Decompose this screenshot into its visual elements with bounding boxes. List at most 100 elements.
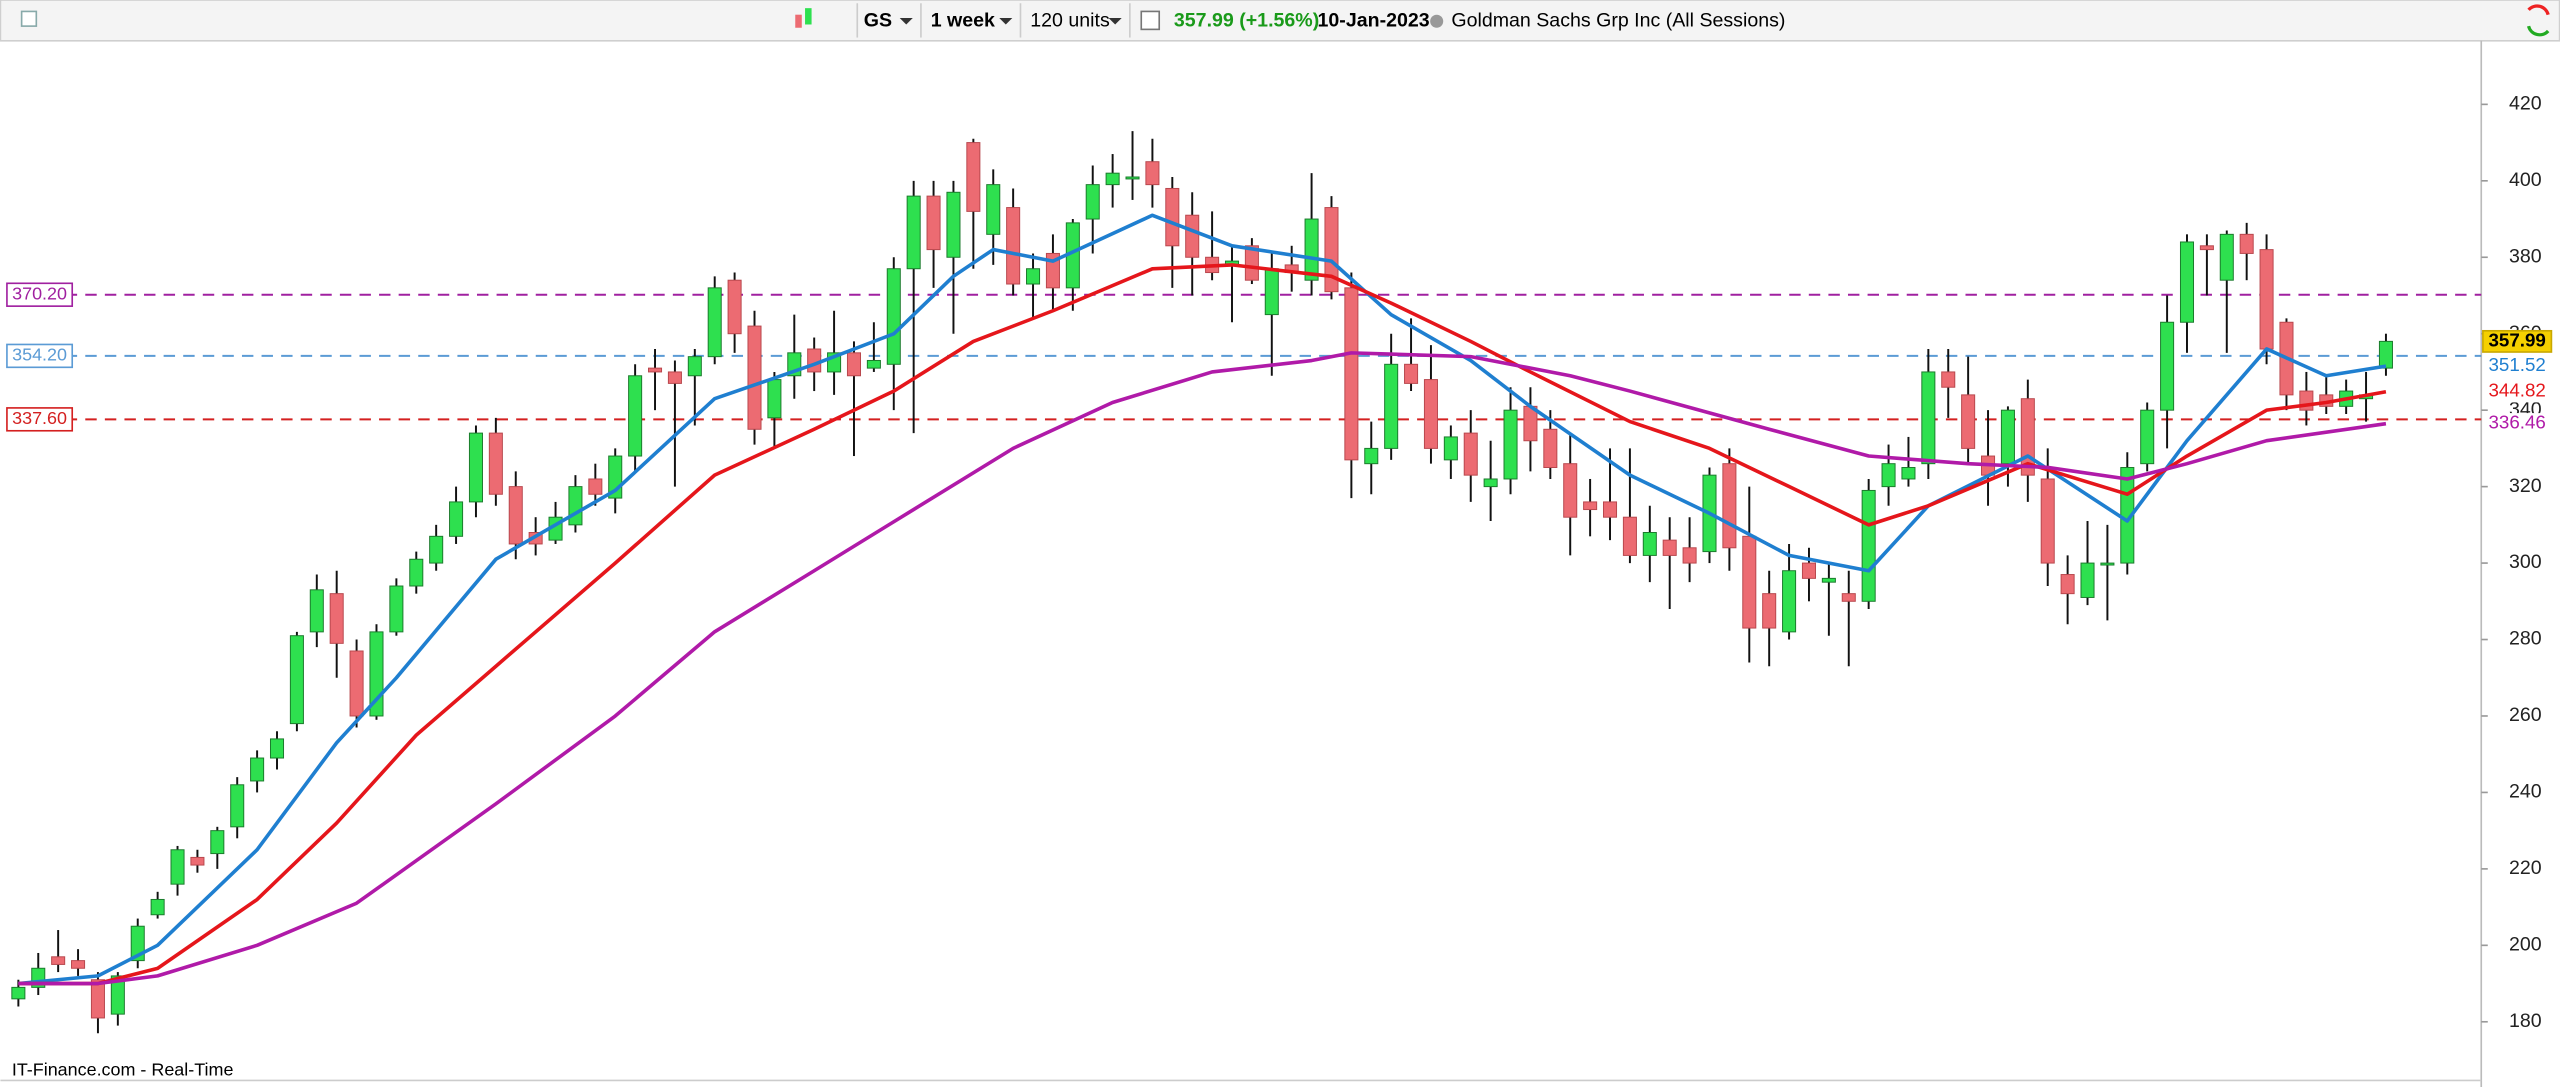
- toolbar: [0, 0, 2560, 42]
- candle-up: [1384, 363, 1399, 449]
- refresh-button[interactable]: [2526, 4, 2550, 37]
- candle-down: [727, 279, 742, 335]
- candle-up: [1026, 268, 1041, 285]
- candle-down: [349, 650, 364, 717]
- candle-down: [1801, 562, 1816, 579]
- candle-up: [1782, 570, 1797, 633]
- y-tick-label: 180: [2509, 1010, 2542, 1032]
- y-tick-label: 320: [2509, 475, 2542, 497]
- candle-down: [1404, 363, 1419, 384]
- candle-down: [1841, 593, 1856, 602]
- candle-down: [1145, 161, 1160, 186]
- level-label-box: [6, 282, 74, 307]
- dropdown-arrow[interactable]: [999, 17, 1013, 25]
- candle-up: [866, 359, 881, 369]
- candle-down: [2239, 233, 2254, 254]
- candle-down: [2060, 574, 2075, 595]
- price-tag: 357.99: [2488, 329, 2545, 350]
- candle-up: [628, 375, 643, 457]
- candle-up: [707, 287, 722, 358]
- candle-down: [1762, 593, 1777, 629]
- price-tag: 351.52: [2488, 354, 2545, 375]
- dropdown-arrow[interactable]: [899, 17, 913, 25]
- candle-up: [1105, 172, 1120, 186]
- candle-up: [1901, 467, 1916, 480]
- candle-up: [429, 535, 444, 564]
- candle-up: [409, 558, 424, 587]
- level-label-box: [6, 343, 74, 369]
- candle-down: [488, 432, 503, 495]
- candle-down: [71, 960, 86, 969]
- candle-down: [1324, 207, 1339, 293]
- y-tick-label: 280: [2509, 628, 2542, 650]
- candle-down: [1244, 245, 1259, 281]
- candle-down: [51, 956, 66, 965]
- candle-down: [190, 856, 205, 866]
- candle-down: [329, 593, 344, 644]
- candle-down: [1722, 463, 1737, 549]
- plot-area: 1802002202402602803003203403603804004203…: [6, 93, 2553, 1034]
- info-icon[interactable]: [1140, 10, 1161, 31]
- candle-down: [1165, 187, 1180, 247]
- candle-down: [807, 348, 822, 373]
- symbol[interactable]: GS: [864, 9, 892, 31]
- candle-up: [269, 738, 285, 759]
- candle-up: [11, 986, 26, 1000]
- candle-down: [2259, 249, 2274, 350]
- candle-up: [250, 757, 265, 782]
- candle-down: [1941, 371, 1956, 388]
- candle-up: [1483, 478, 1498, 488]
- candle-up: [1264, 268, 1279, 316]
- y-tick-label: 380: [2509, 245, 2542, 267]
- level-label-box: [6, 407, 74, 432]
- last-price: 357.99 (+1.56%): [1174, 9, 1319, 31]
- y-tick-label: 400: [2509, 169, 2542, 191]
- candle-up: [1881, 463, 1896, 488]
- dropdown-arrow[interactable]: [1108, 17, 1122, 25]
- candle-up: [230, 784, 245, 828]
- price-tag-box: [2482, 381, 2552, 403]
- candle-down: [1006, 207, 1021, 285]
- candle-down: [1602, 501, 1618, 518]
- candle-down: [1961, 394, 1976, 449]
- candle-down: [966, 142, 981, 212]
- level-label: 337.60: [12, 408, 67, 428]
- candle-down: [1622, 516, 1637, 556]
- price-tag: 336.46: [2488, 412, 2545, 433]
- candle-up: [2160, 321, 2175, 411]
- candle-up: [1503, 409, 1518, 480]
- date: 10-Jan-2023: [1318, 9, 1430, 31]
- candle-up: [468, 432, 483, 503]
- checkbox[interactable]: [20, 10, 38, 27]
- candle-up: [986, 184, 1001, 235]
- level-label: 354.20: [12, 345, 67, 365]
- candle-down: [747, 325, 762, 430]
- price-tag-box: [2482, 355, 2552, 377]
- y-tick-label: 240: [2509, 781, 2542, 803]
- candle-up: [1921, 371, 1936, 465]
- candle-up: [1861, 489, 1876, 602]
- chart-type-button[interactable]: [795, 8, 812, 28]
- moving-average-line: [18, 213, 2387, 986]
- candle-down: [90, 979, 105, 1019]
- candle-up: [2000, 409, 2015, 465]
- candle-down: [1344, 287, 1359, 461]
- candle-down: [1185, 214, 1200, 258]
- candle-down: [2040, 478, 2055, 564]
- candle-up: [1821, 577, 1836, 583]
- candle-up: [309, 589, 324, 633]
- candle-up: [1642, 532, 1657, 556]
- candle-down: [1423, 379, 1438, 449]
- candle-up: [449, 501, 464, 537]
- candle-up: [1443, 436, 1458, 461]
- candle-up: [2100, 562, 2115, 566]
- candle-up: [289, 635, 304, 725]
- interval[interactable]: 1 week: [931, 9, 995, 31]
- units[interactable]: 120 units: [1030, 9, 1110, 31]
- candle-down: [1543, 428, 1558, 468]
- candle-down: [1742, 535, 1757, 629]
- candle-up: [886, 268, 901, 365]
- y-tick-label: 200: [2509, 934, 2542, 956]
